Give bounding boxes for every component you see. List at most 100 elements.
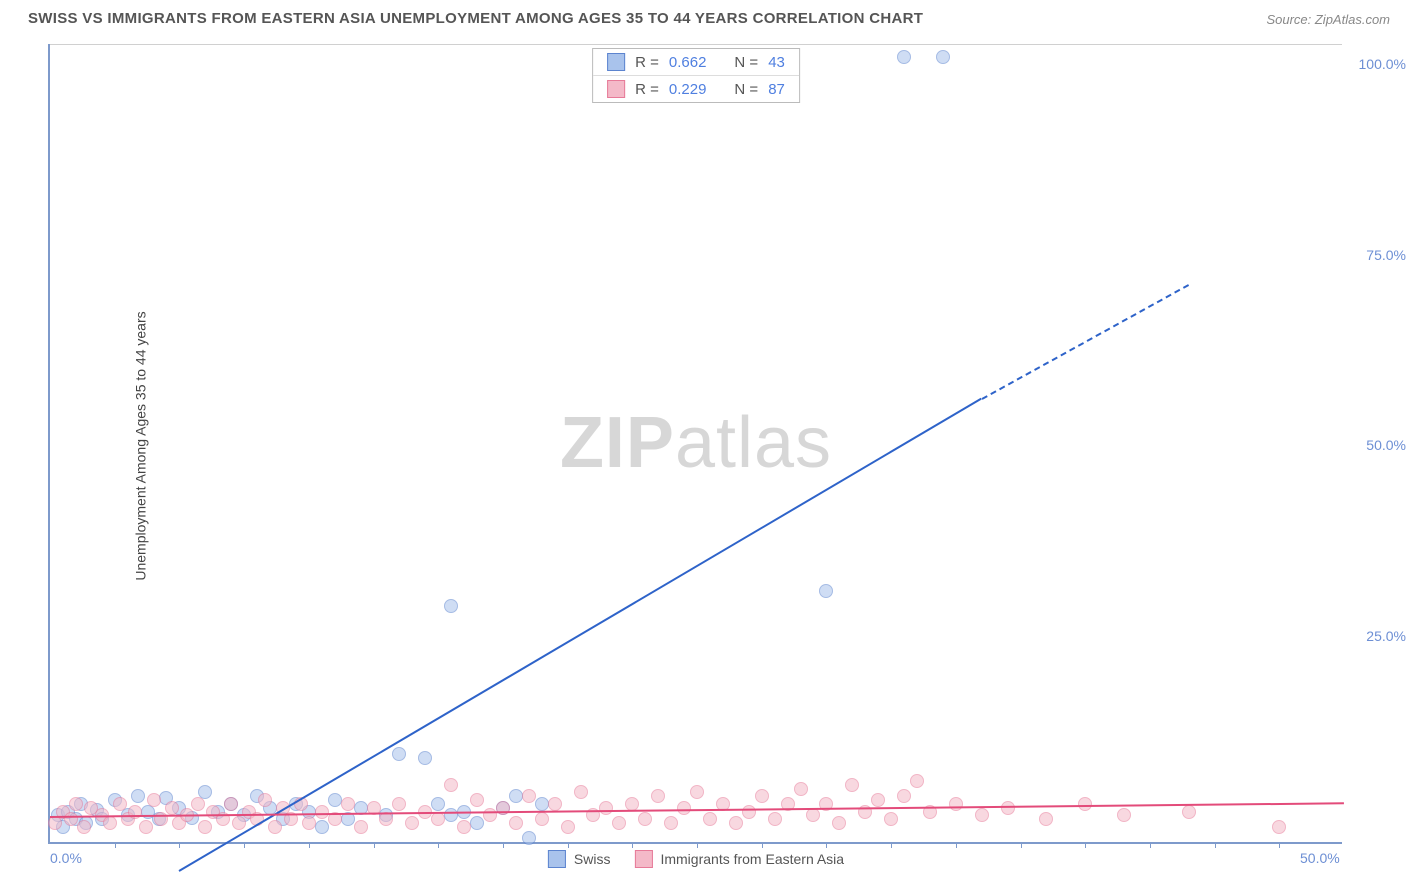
point-immigrants (1039, 812, 1053, 826)
stat-n-label: N = (734, 81, 758, 98)
watermark-zip: ZIP (560, 403, 675, 483)
point-swiss (819, 584, 833, 598)
point-immigrants (392, 797, 406, 811)
plot-top-border (50, 44, 1342, 45)
x-tick (309, 842, 310, 848)
stat-n-label: N = (734, 54, 758, 71)
point-swiss (392, 747, 406, 761)
x-tick (568, 842, 569, 848)
point-immigrants (548, 797, 562, 811)
point-immigrants (509, 816, 523, 830)
point-immigrants (897, 789, 911, 803)
legend-item-immigrants: Immigrants from Eastern Asia (634, 850, 844, 868)
stat-r-label: R = (635, 54, 659, 71)
x-tick (115, 842, 116, 848)
y-tick-label: 50.0% (1366, 437, 1406, 453)
point-immigrants (77, 820, 91, 834)
stat-r-value-immigrants: 0.229 (669, 81, 707, 98)
stat-r-label: R = (635, 81, 659, 98)
y-tick-label: 75.0% (1366, 247, 1406, 263)
point-immigrants (664, 816, 678, 830)
watermark-atlas: atlas (675, 403, 832, 483)
point-immigrants (729, 816, 743, 830)
point-immigrants (113, 797, 127, 811)
x-tick (1150, 842, 1151, 848)
point-swiss (315, 820, 329, 834)
point-swiss (431, 797, 445, 811)
point-immigrants (69, 797, 83, 811)
x-tick (956, 842, 957, 848)
point-immigrants (755, 789, 769, 803)
point-swiss (509, 789, 523, 803)
trend-line (981, 284, 1189, 400)
point-immigrants (522, 789, 536, 803)
stat-n-value-immigrants: 87 (768, 81, 785, 98)
point-immigrants (768, 812, 782, 826)
point-immigrants (638, 812, 652, 826)
point-immigrants (103, 816, 117, 830)
point-immigrants (224, 797, 238, 811)
point-swiss (328, 793, 342, 807)
point-immigrants (794, 782, 808, 796)
point-immigrants (910, 774, 924, 788)
point-immigrants (147, 793, 161, 807)
stat-r-value-swiss: 0.662 (669, 54, 707, 71)
point-swiss (936, 50, 950, 64)
point-immigrants (884, 812, 898, 826)
x-tick-label: 50.0% (1300, 850, 1340, 866)
point-immigrants (315, 805, 329, 819)
point-immigrants (302, 816, 316, 830)
point-immigrants (139, 820, 153, 834)
point-immigrants (703, 812, 717, 826)
scatter-plot-area: ZIPatlas R = 0.662 N = 43 R = 0.229 N = … (48, 44, 1342, 844)
point-immigrants (612, 816, 626, 830)
point-immigrants (690, 785, 704, 799)
legend-swatch-immigrants (634, 850, 652, 868)
point-immigrants (165, 801, 179, 815)
point-immigrants (742, 805, 756, 819)
point-swiss (444, 599, 458, 613)
point-immigrants (191, 797, 205, 811)
point-immigrants (949, 797, 963, 811)
x-tick (438, 842, 439, 848)
correlation-stats-box: R = 0.662 N = 43 R = 0.229 N = 87 (592, 48, 800, 103)
legend-label-immigrants: Immigrants from Eastern Asia (660, 851, 844, 867)
point-immigrants (470, 793, 484, 807)
point-immigrants (198, 820, 212, 834)
legend: Swiss Immigrants from Eastern Asia (548, 850, 844, 868)
swatch-swiss (607, 53, 625, 71)
trend-line (179, 398, 982, 872)
point-swiss (444, 808, 458, 822)
point-swiss (535, 797, 549, 811)
x-tick (374, 842, 375, 848)
point-immigrants (832, 816, 846, 830)
point-immigrants (444, 778, 458, 792)
legend-label-swiss: Swiss (574, 851, 611, 867)
point-immigrants (64, 812, 78, 826)
point-immigrants (1182, 805, 1196, 819)
x-tick (891, 842, 892, 848)
point-swiss (897, 50, 911, 64)
point-immigrants (258, 793, 272, 807)
point-immigrants (1272, 820, 1286, 834)
point-immigrants (341, 797, 355, 811)
x-tick (697, 842, 698, 848)
x-tick (244, 842, 245, 848)
point-immigrants (561, 820, 575, 834)
point-immigrants (232, 816, 246, 830)
x-tick (503, 842, 504, 848)
stat-n-value-swiss: 43 (768, 54, 785, 71)
legend-item-swiss: Swiss (548, 850, 611, 868)
stats-row-swiss: R = 0.662 N = 43 (593, 49, 799, 75)
point-immigrants (405, 816, 419, 830)
point-immigrants (651, 789, 665, 803)
stats-row-immigrants: R = 0.229 N = 87 (593, 75, 799, 102)
x-tick-label: 0.0% (50, 850, 82, 866)
watermark: ZIPatlas (560, 402, 832, 484)
x-tick (1021, 842, 1022, 848)
source-attribution: Source: ZipAtlas.com (1266, 12, 1390, 27)
swatch-immigrants (607, 80, 625, 98)
point-immigrants (871, 793, 885, 807)
x-tick (762, 842, 763, 848)
point-immigrants (1078, 797, 1092, 811)
